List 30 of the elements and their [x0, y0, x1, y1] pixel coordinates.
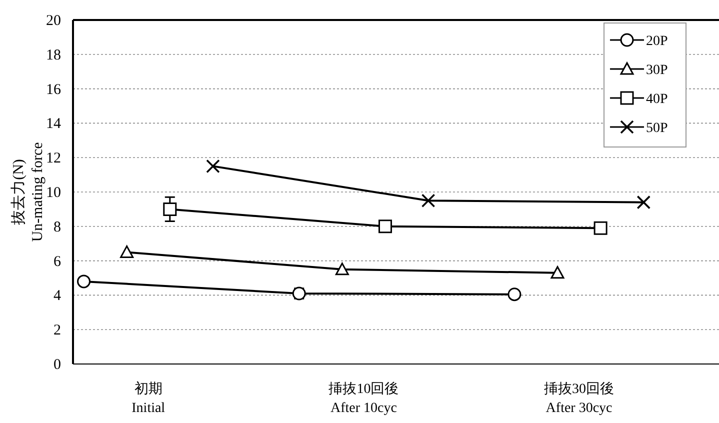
legend-label: 20P [646, 34, 668, 49]
legend-label: 30P [646, 63, 668, 78]
point [378, 220, 392, 234]
point [508, 288, 522, 302]
point [77, 274, 91, 288]
y-axis-title: 抜去力(N) Un-mating force [10, 142, 46, 242]
y-tick-label: 12 [46, 150, 61, 167]
y-tick-label: 16 [46, 82, 62, 98]
y-tick-label: 18 [46, 47, 61, 64]
y-tick-label: 4 [54, 288, 62, 304]
point [335, 262, 349, 276]
point [421, 194, 436, 208]
point [163, 202, 177, 216]
point [120, 245, 134, 258]
x-tick-label: 初期 Initial [132, 381, 166, 416]
y-tick-label: 2 [54, 322, 61, 339]
x-tick-label: 挿抜30回後 After 30cyc [544, 381, 614, 416]
point [636, 195, 651, 210]
point [594, 221, 608, 235]
y-tick-label: 6 [54, 254, 62, 270]
y-tick-label: 14 [46, 116, 62, 132]
y-tick-label: 8 [54, 219, 61, 236]
y-tick-label: 0 [54, 357, 61, 373]
point [550, 266, 564, 279]
legend-label: 40P [646, 92, 668, 107]
y-tick-label: 10 [46, 185, 61, 201]
point [206, 159, 220, 174]
legend-label: 50P [646, 121, 668, 136]
x-tick-label: 挿抜10回後 After 10cyc [328, 381, 399, 416]
y-tick-label: 20 [46, 13, 61, 29]
